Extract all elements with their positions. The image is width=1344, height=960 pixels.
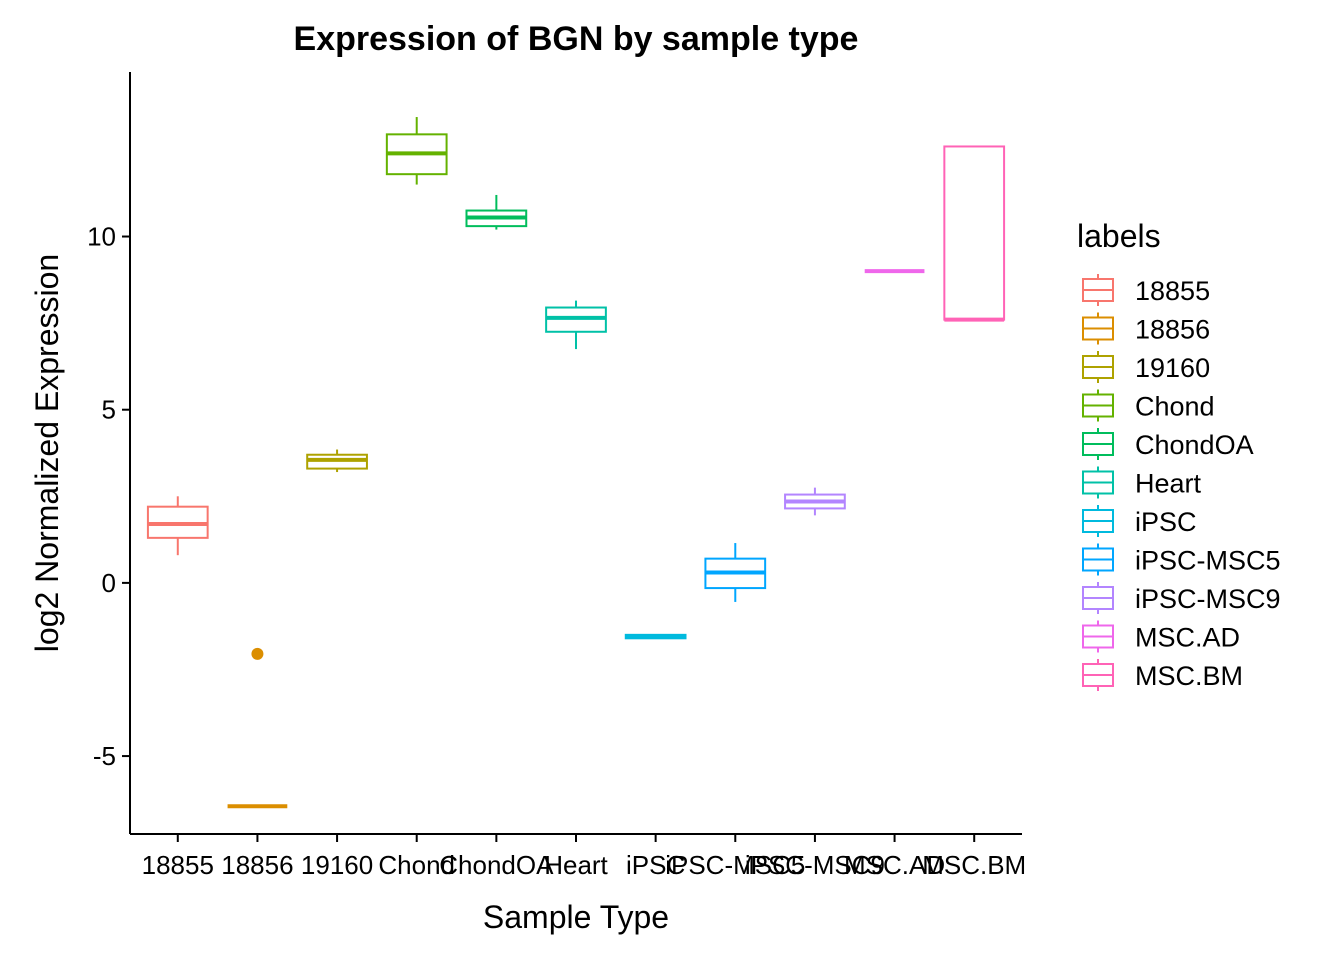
y-tick-label: -5 <box>93 741 116 771</box>
box-Heart <box>545 300 607 350</box>
legend-item-iPSC-MSC9: iPSC-MSC9 <box>1082 582 1281 614</box>
box-19160 <box>306 449 368 473</box>
x-tick-label: Heart <box>544 850 608 880</box>
x-tick-label: Chond <box>378 850 455 880</box>
legend-label: Chond <box>1135 392 1215 422</box>
x-tick-label: iPSC-MSC9 <box>745 850 885 880</box>
x-tick-label: MSC.AD <box>844 850 945 880</box>
legend-item-19160: 19160 <box>1082 351 1210 383</box>
legend-item-18855: 18855 <box>1082 274 1210 306</box>
y-axis-title: log2 Normalized Expression <box>29 254 65 652</box>
y-tick-label: 10 <box>87 222 116 252</box>
box-body <box>943 145 1006 321</box>
x-tick-label: MSC.BM <box>922 850 1026 880</box>
y-tick-label: 5 <box>102 395 116 425</box>
box-18855 <box>146 496 209 556</box>
outlier-point <box>251 647 264 660</box>
box-MSC.BM <box>943 145 1006 322</box>
x-tick-label: 18855 <box>142 850 214 880</box>
legend-item-ChondOA: ChondOA <box>1082 428 1254 460</box>
box-18856 <box>227 647 288 809</box>
x-tick-label: 19160 <box>301 850 373 880</box>
legend-title: labels <box>1077 218 1161 254</box>
legend-label: 18855 <box>1135 276 1210 306</box>
legend-label: MSC.BM <box>1135 661 1243 691</box>
legend-label: iPSC-MSC9 <box>1135 584 1281 614</box>
legend-label: iPSC-MSC5 <box>1135 546 1281 576</box>
box-ChondOA <box>465 194 528 230</box>
legend-item-MSC.AD: MSC.AD <box>1082 620 1240 653</box>
legend-label: Heart <box>1135 469 1202 499</box>
box-iPSC-MSC5 <box>704 543 767 602</box>
legend-label: 18856 <box>1135 315 1210 345</box>
legend-label: ChondOA <box>1135 430 1254 460</box>
box-iPSC-MSC9 <box>784 487 846 516</box>
plot-area <box>146 117 1006 809</box>
x-tick-label: iPSC <box>626 850 685 880</box>
legend-label: 19160 <box>1135 353 1210 383</box>
box-Chond <box>385 117 448 185</box>
y-tick-label: 0 <box>102 568 116 598</box>
legend-item-18856: 18856 <box>1082 312 1210 345</box>
x-tick-label: 18856 <box>221 850 293 880</box>
x-tick-label: ChondOA <box>439 850 554 880</box>
legend-label: MSC.AD <box>1135 623 1240 653</box>
legend-item-iPSC: iPSC <box>1082 505 1197 537</box>
legend-item-MSC.BM: MSC.BM <box>1082 659 1243 691</box>
chart-title: Expression of BGN by sample type <box>294 20 859 58</box>
legend-item-Chond: Chond <box>1082 389 1215 422</box>
legend-item-Heart: Heart <box>1082 466 1202 499</box>
y-axis-ticks: -5 0 5 10 <box>87 222 130 771</box>
x-tick-label: iPSC-MSC5 <box>665 850 805 880</box>
legend: labels 18855 18856 19160 Chond ChondOA Heart i… <box>1077 218 1281 691</box>
legend-item-iPSC-MSC5: iPSC-MSC5 <box>1082 543 1281 576</box>
x-axis-title: Sample Type <box>483 899 669 935</box>
legend-label: iPSC <box>1135 507 1197 537</box>
box-iPSC <box>624 633 687 640</box>
